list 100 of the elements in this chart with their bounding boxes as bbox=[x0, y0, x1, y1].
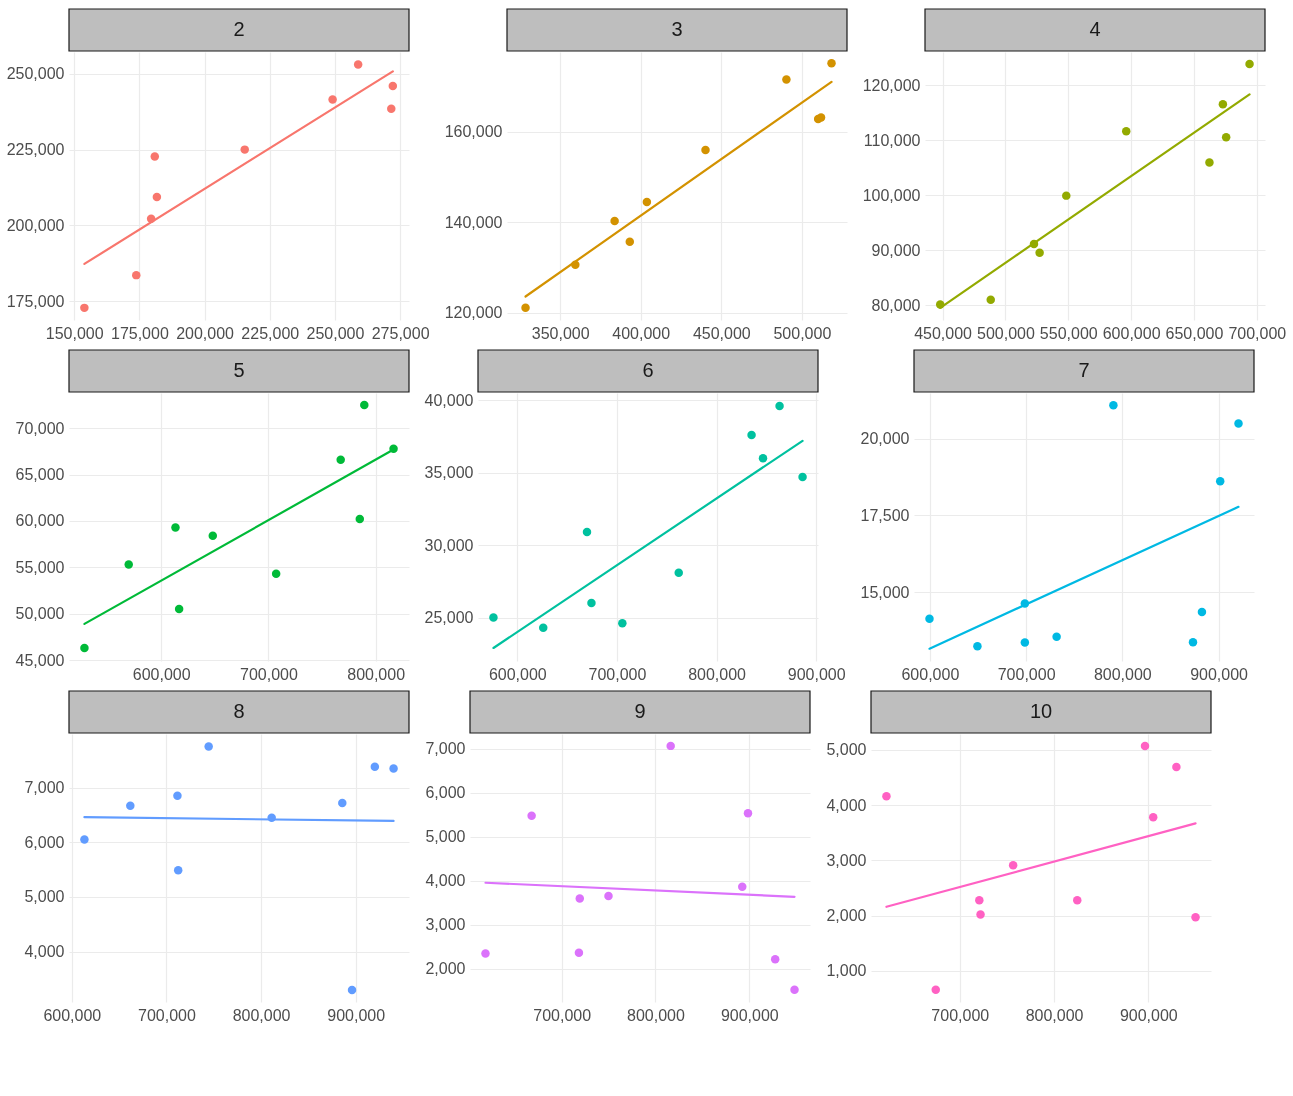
point bbox=[1008, 861, 1018, 870]
point bbox=[338, 798, 347, 808]
x-tick-label: 800,000 bbox=[232, 1006, 291, 1024]
y-tick-label: 30,000 bbox=[424, 536, 474, 554]
x-tick-label: 500,000 bbox=[773, 324, 832, 342]
x-tick-label: 200,000 bbox=[176, 324, 235, 342]
point bbox=[150, 152, 160, 161]
point bbox=[790, 985, 799, 994]
point bbox=[132, 270, 141, 280]
point bbox=[353, 60, 363, 69]
point bbox=[701, 145, 710, 155]
point bbox=[827, 59, 836, 68]
y-tick-label: 250,000 bbox=[6, 65, 65, 83]
y-tick-label: 6,000 bbox=[425, 784, 466, 802]
point bbox=[1218, 100, 1228, 109]
point bbox=[798, 472, 807, 482]
x-tick-label: 400,000 bbox=[612, 324, 671, 342]
y-tick-label: 25,000 bbox=[424, 609, 474, 627]
y-tick-label: 15,000 bbox=[860, 583, 910, 601]
point bbox=[747, 430, 756, 440]
y-tick-label: 3,000 bbox=[425, 916, 466, 934]
point bbox=[171, 523, 180, 532]
point bbox=[882, 792, 891, 801]
y-tick-label: 100,000 bbox=[862, 186, 921, 204]
point bbox=[360, 400, 369, 410]
point bbox=[204, 742, 213, 751]
point bbox=[674, 568, 683, 577]
x-tick-label: 800,000 bbox=[1093, 665, 1152, 683]
y-tick-label: 5,000 bbox=[24, 888, 65, 906]
x-tick-label: 800,000 bbox=[688, 665, 747, 683]
point bbox=[126, 801, 135, 810]
point bbox=[80, 643, 89, 653]
x-tick-label: 550,000 bbox=[1039, 324, 1098, 342]
point bbox=[1245, 59, 1254, 69]
x-tick-label: 700,000 bbox=[533, 1006, 592, 1024]
x-tick-label: 700,000 bbox=[931, 1006, 990, 1024]
x-tick-label: 600,000 bbox=[1102, 324, 1161, 342]
x-tick-label: 700,000 bbox=[138, 1006, 196, 1024]
point bbox=[575, 894, 585, 903]
point bbox=[388, 81, 398, 91]
x-tick-label: 175,000 bbox=[110, 324, 169, 342]
y-tick-label: 2,000 bbox=[826, 907, 867, 925]
point bbox=[1172, 762, 1181, 772]
point bbox=[387, 104, 396, 113]
x-tick-label: 900,000 bbox=[787, 665, 846, 683]
y-tick-label: 5,000 bbox=[425, 828, 466, 846]
point bbox=[1140, 741, 1150, 751]
y-tick-label: 7,000 bbox=[24, 779, 65, 797]
x-tick-label: 600,000 bbox=[901, 665, 960, 683]
x-tick-label: 250,000 bbox=[306, 324, 365, 342]
y-tick-label: 110,000 bbox=[863, 131, 921, 149]
y-tick-label: 6,000 bbox=[24, 833, 65, 851]
point bbox=[1148, 813, 1158, 822]
point bbox=[389, 764, 398, 773]
point bbox=[1188, 638, 1198, 647]
y-tick-label: 7,000 bbox=[425, 740, 466, 758]
point bbox=[976, 910, 985, 919]
point bbox=[336, 455, 345, 464]
chart-title: 10 bbox=[1029, 700, 1053, 722]
y-tick-label: 40,000 bbox=[424, 391, 474, 409]
x-tick-label: 700,000 bbox=[1228, 324, 1287, 342]
chart-title: 9 bbox=[634, 700, 646, 722]
point bbox=[666, 741, 675, 751]
x-tick-label: 450,000 bbox=[692, 324, 751, 342]
y-tick-label: 90,000 bbox=[871, 241, 921, 259]
point bbox=[152, 192, 162, 202]
point bbox=[770, 955, 780, 964]
y-tick-label: 175,000 bbox=[6, 292, 65, 310]
y-tick-label: 200,000 bbox=[6, 216, 65, 234]
point bbox=[775, 401, 784, 411]
point bbox=[1234, 419, 1243, 428]
point bbox=[347, 985, 357, 995]
x-tick-label: 800,000 bbox=[347, 665, 406, 683]
x-tick-label: 225,000 bbox=[241, 324, 300, 342]
x-tick-label: 600,000 bbox=[488, 665, 547, 683]
point bbox=[174, 604, 184, 614]
point bbox=[782, 75, 791, 84]
y-tick-label: 1,000 bbox=[826, 962, 867, 980]
y-tick-label: 20,000 bbox=[860, 430, 910, 448]
point bbox=[1062, 191, 1071, 200]
point bbox=[1197, 607, 1207, 617]
point bbox=[931, 985, 940, 994]
chart-title: 7 bbox=[1078, 359, 1090, 381]
x-tick-label: 900,000 bbox=[1119, 1006, 1178, 1024]
y-tick-label: 120,000 bbox=[862, 76, 921, 94]
chart-title: 6 bbox=[642, 359, 654, 381]
point bbox=[1205, 158, 1214, 167]
x-tick-label: 450,000 bbox=[914, 324, 973, 342]
point bbox=[973, 642, 982, 651]
point bbox=[1121, 127, 1131, 136]
y-tick-label: 5,000 bbox=[826, 741, 867, 759]
point bbox=[1215, 477, 1225, 486]
x-tick-label: 800,000 bbox=[627, 1006, 685, 1024]
y-tick-label: 35,000 bbox=[424, 464, 474, 482]
x-tick-label: 275,000 bbox=[371, 324, 430, 342]
point bbox=[925, 614, 934, 624]
chart-title: 8 bbox=[233, 700, 245, 722]
x-tick-label: 800,000 bbox=[1025, 1006, 1084, 1024]
point bbox=[1109, 401, 1118, 410]
point bbox=[208, 531, 218, 541]
